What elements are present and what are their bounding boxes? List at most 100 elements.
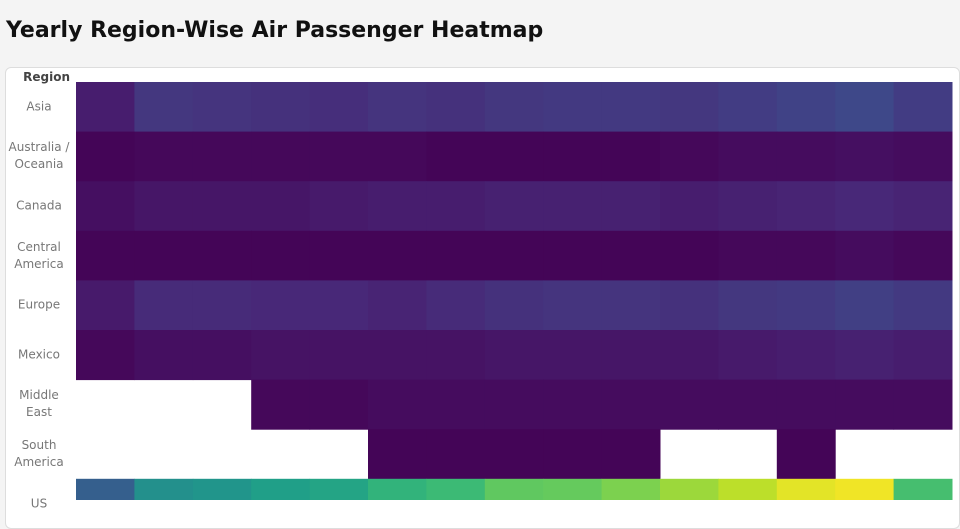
y-tick-label: Mexico: [18, 347, 60, 362]
heatmap-cell: [484, 230, 544, 281]
heatmap-cell: [251, 280, 311, 331]
heatmap-cell: [543, 230, 603, 281]
heatmap-cell: [601, 478, 661, 500]
heatmap-cell: [368, 181, 427, 232]
heatmap-cell: [835, 131, 895, 182]
heatmap-cell: [660, 82, 719, 133]
heatmap-cell: [192, 82, 252, 133]
heatmap-cell: [426, 429, 486, 480]
heatmap-cell: [134, 82, 194, 133]
heatmap-cell: [309, 131, 369, 182]
heatmap-cell: [134, 230, 194, 281]
heatmap-cell: [543, 82, 603, 133]
heatmap-cell: [251, 330, 311, 381]
heatmap-cell: [601, 429, 661, 480]
heatmap-cell: [893, 330, 953, 381]
heatmap-cell: [543, 429, 603, 480]
heatmap-cell: [368, 379, 427, 430]
heatmap-cell: [835, 379, 895, 430]
y-tick-label: Australia / Oceania: [8, 140, 70, 172]
heatmap-cell: [835, 181, 895, 232]
heatmap-cell: [601, 82, 661, 133]
heatmap-cell: [718, 379, 778, 430]
heatmap-cell: [893, 82, 953, 133]
heatmap-cell: [309, 330, 369, 381]
heatmap-cell: [309, 181, 369, 232]
heatmap-cell: [426, 330, 486, 381]
heatmap-cell: [718, 478, 778, 500]
heatmap-cell: [543, 181, 603, 232]
heatmap-cell: [893, 379, 953, 430]
heatmap-cell: [893, 181, 953, 232]
heatmap-cell: [134, 478, 194, 500]
heatmap-cell: [776, 379, 836, 430]
heatmap-cell: [309, 379, 369, 430]
heatmap-cell: [484, 131, 544, 182]
heatmap-cell: [718, 230, 778, 281]
page: {"chart_data": {"type": "heatmap", "titl…: [5, 18, 960, 529]
heatmap-cell: [309, 230, 369, 281]
heatmap-cell: [426, 280, 486, 331]
heatmap-cell: [426, 379, 486, 430]
heatmap-cell: [835, 82, 895, 133]
heatmap: [76, 82, 953, 500]
heatmap-cell: [776, 230, 836, 281]
heatmap-cell: [426, 181, 486, 232]
heatmap-cell: [776, 330, 836, 381]
heatmap-cell: [76, 230, 135, 281]
heatmap-cell: [76, 82, 135, 133]
heatmap-cell: [192, 131, 252, 182]
heatmap-cell: [776, 429, 836, 480]
heatmap-cell: [660, 280, 719, 331]
heatmap-cell: [543, 379, 603, 430]
heatmap-cell: [368, 478, 427, 500]
heatmap-cell: [426, 478, 486, 500]
heatmap-cell: [718, 280, 778, 331]
heatmap-cell: [309, 478, 369, 500]
heatmap-cell: [368, 131, 427, 182]
heatmap-cell: [718, 131, 778, 182]
heatmap-cell: [368, 230, 427, 281]
heatmap-cell: [251, 230, 311, 281]
heatmap-cell: [718, 330, 778, 381]
heatmap-cell: [660, 330, 719, 381]
heatmap-cell: [776, 181, 836, 232]
heatmap-cell: [835, 230, 895, 281]
heatmap-cell: [484, 82, 544, 133]
heatmap-cell: [835, 280, 895, 331]
y-tick-label: Central America: [14, 239, 64, 271]
heatmap-cell: [543, 131, 603, 182]
heatmap-cell: [192, 330, 252, 381]
heatmap-cell: [426, 131, 486, 182]
heatmap-cell: [893, 280, 953, 331]
heatmap-cell: [543, 330, 603, 381]
heatmap-cell: [484, 429, 544, 480]
heatmap-cell: [368, 280, 427, 331]
heatmap-cell: [368, 330, 427, 381]
heatmap-cell: [484, 379, 544, 430]
heatmap-cell: [76, 478, 135, 500]
y-tick-label: US: [30, 496, 48, 511]
y-tick-label: Middle East: [19, 388, 59, 420]
heatmap-cell: [776, 280, 836, 331]
heatmap-cell: [543, 478, 603, 500]
heatmap-cell: [835, 478, 895, 500]
heatmap-cell: [601, 181, 661, 232]
heatmap-cell: [251, 379, 311, 430]
heatmap-cell: [601, 330, 661, 381]
chart-title: Yearly Region-Wise Air Passenger Heatmap: [6, 18, 544, 43]
heatmap-cell: [893, 131, 953, 182]
heatmap-cell: [192, 181, 252, 232]
heatmap-cell: [660, 230, 719, 281]
heatmap-cell: [251, 181, 311, 232]
y-tick-label: South America: [14, 438, 64, 469]
heatmap-cell: [484, 181, 544, 232]
heatmap-cell: [776, 131, 836, 182]
heatmap-cell: [251, 82, 311, 133]
heatmap-cell: [660, 131, 719, 182]
heatmap-cell: [601, 230, 661, 281]
heatmap-cell: [601, 379, 661, 430]
heatmap-cell: [192, 230, 252, 281]
heatmap-cell: [76, 181, 135, 232]
heatmap-cell: [601, 280, 661, 331]
